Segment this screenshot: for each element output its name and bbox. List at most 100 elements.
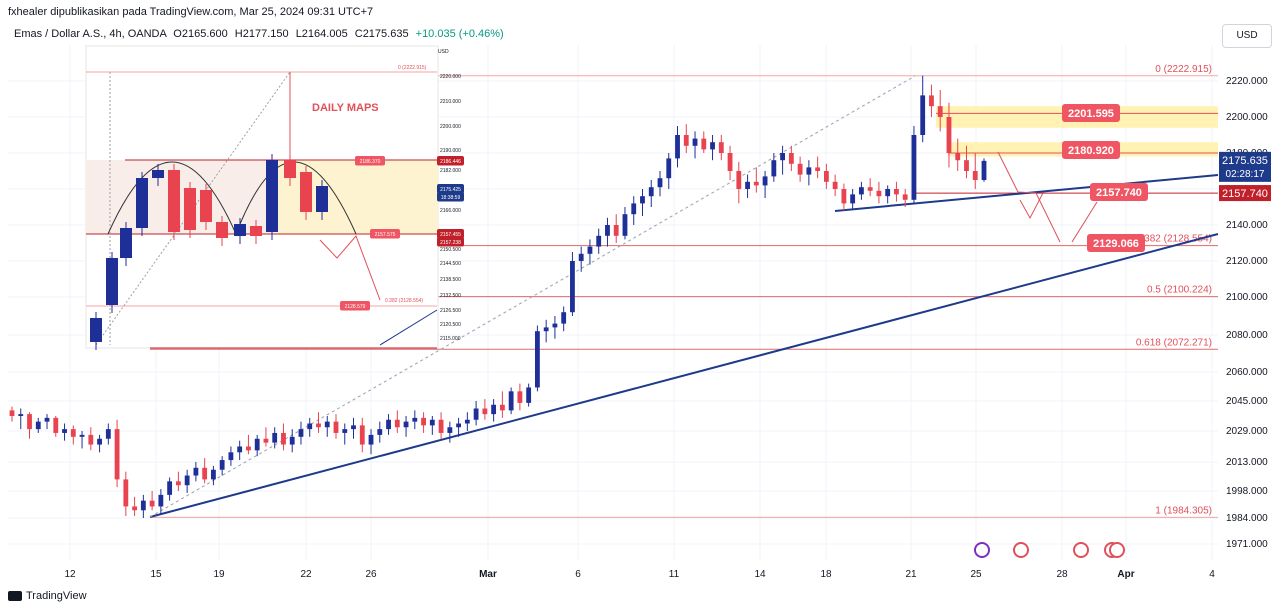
tradingview-logo[interactable]: TradingView [8,590,87,602]
projection-path [1019,192,1044,220]
candle-body [281,432,286,445]
candle-body [202,467,208,480]
candle-body [876,190,882,197]
inset-axis-tick: 2132.500 [440,293,461,299]
annotations: 2201.595 2180.920 2157.740 2129.066 [997,104,1148,252]
candle-body [289,436,295,445]
inset-price-box-bg [437,237,464,247]
candle-body [324,421,330,428]
candle-body [543,327,549,332]
candle-body [867,187,873,191]
candle-body [140,500,146,511]
time-tick: 18 [820,569,832,580]
candle-body [955,153,961,161]
time-tick: 14 [754,569,766,580]
candle-body [570,261,575,313]
annotation-2129-bg [1087,234,1145,252]
candle-body [97,438,102,445]
candle-body [272,432,278,443]
time-axis: 12 15 19 22 26 Mar 6 11 14 18 21 25 28 Apr 4 [64,569,1215,580]
level-price-value: 2157.740 [1222,188,1268,200]
level-price-box [1219,185,1271,202]
price-tick: 2045.000 [1226,396,1268,407]
candle-body [885,189,891,197]
candle-body [964,160,969,171]
inset-label-bg [370,229,400,239]
ohlc-close: C2175.635 [354,28,409,40]
annotation-2180: 2180.920 [1068,145,1114,157]
inset-label: 2186.370 [360,159,381,165]
candle-body [464,419,470,424]
symbol-name[interactable]: Emas / Dollar A.S., 4h, OANDA [14,28,167,40]
time-tick: 11 [669,569,680,580]
time-tick: 4 [1209,569,1215,580]
candle-body [210,469,216,480]
inset-candle-body [200,190,212,222]
candle-body [832,181,838,189]
price-tick: 2120.000 [1226,256,1268,267]
annotation-2157-bg [1090,183,1148,201]
candle-body [482,408,488,415]
candle-body [342,429,348,433]
candle-body [447,427,453,433]
inset-currency: USD [438,49,449,55]
inset-label: 2157.575 [375,232,396,238]
inset-candle-body [120,228,132,258]
candle-body [692,138,698,146]
price-tick: 2029.000 [1226,426,1268,437]
event-icon [1073,542,1089,558]
time-tick: 26 [365,569,377,580]
candle-body [902,194,908,200]
candle-body [158,494,164,507]
candle-body [710,142,715,150]
projection-arrow [1071,201,1098,243]
candle-body [797,163,803,175]
price-tick: 2200.000 [1226,112,1268,123]
inset-arc [107,161,237,235]
inset-fib-label: 0 (2222.915) [398,65,427,71]
inset-candle-body [300,172,312,212]
inset-candle-body [168,170,180,232]
annotation-2201-bg [1062,104,1120,122]
publisher-line: fxhealer dipublikasikan pada TradingView… [8,6,374,18]
inset-price-box: 2157.455 [440,232,461,238]
price-tick: 2080.000 [1226,330,1268,341]
time-tick: 28 [1056,569,1068,580]
candle-body [429,419,435,426]
inset-axis-tick: 2166.000 [440,208,461,214]
candle-body [657,178,663,188]
candle-body [666,158,672,179]
candle-body [587,246,593,254]
candle-body [18,414,24,416]
fib-label: 1 (1984.305) [1155,505,1212,516]
candle-body [815,167,821,171]
candle-body [823,171,829,182]
candle-body [622,214,628,236]
candle-body [929,95,934,107]
candle-body [806,167,812,175]
candle-body [377,429,383,435]
price-tick: 2060.000 [1226,367,1268,378]
candle-body [88,434,94,445]
candle-body [132,506,138,511]
candle-body [175,481,181,486]
candle-body [762,176,768,186]
tradingview-logo-text: TradingView [26,590,87,602]
inset-trendline [379,309,438,346]
inset-axis-tick: 2138.500 [440,277,461,283]
candle-body [394,419,400,428]
main-trendline [149,233,1219,518]
candle-body [552,323,558,328]
candle-body [298,429,304,437]
candle-body [421,417,426,426]
candle-body [35,421,41,430]
candle-body [841,189,847,204]
inset-price-box: 2186.446 [440,159,461,165]
candle-body [858,187,864,195]
candle-body [491,404,497,415]
candle-body [167,481,173,495]
ohlc-low: L2164.005 [295,28,348,40]
currency-button[interactable]: USD [1222,24,1272,48]
candle-body [359,425,365,445]
